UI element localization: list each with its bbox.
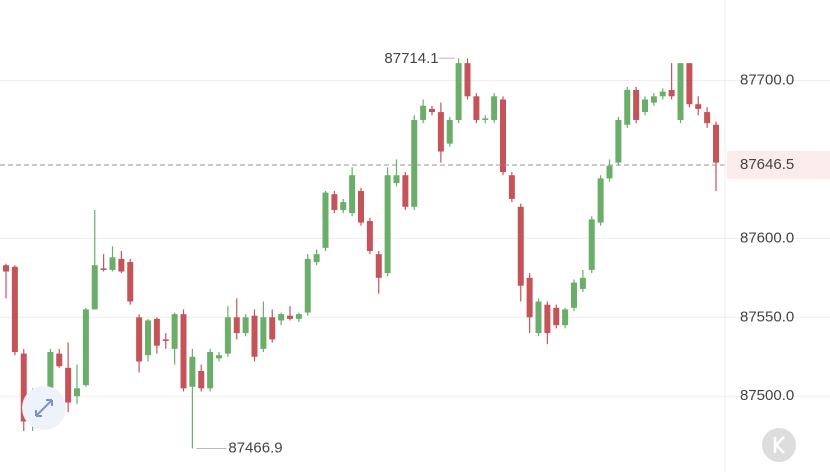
candle-body: [597, 178, 604, 223]
candle-body: [207, 352, 214, 389]
candle-body: [56, 353, 63, 367]
candle-body: [402, 175, 409, 207]
candle-body: [704, 112, 711, 124]
y-tick-label: 87550.0: [740, 308, 794, 325]
candle-body: [65, 367, 72, 403]
candle-body: [544, 304, 551, 334]
candle-body: [695, 104, 702, 109]
y-tick-label: 87500.0: [740, 387, 794, 404]
candle-body: [251, 315, 258, 357]
candle-body: [224, 317, 231, 354]
candle-body: [668, 89, 675, 97]
candle-body: [287, 315, 293, 319]
candle-body: [562, 309, 569, 326]
candle-body: [180, 314, 187, 389]
candle-body: [340, 202, 347, 210]
current-price-label: 87646.5: [740, 156, 794, 173]
candle-body: [331, 194, 338, 210]
candle-body: [633, 89, 640, 120]
candle-body: [118, 258, 125, 272]
candle-body: [491, 96, 498, 120]
candle-body: [659, 91, 666, 97]
candle-body: [393, 175, 400, 184]
y-tick-label: 87600.0: [740, 229, 794, 246]
candle-body: [162, 339, 169, 341]
candle-body: [198, 370, 205, 389]
candle-body: [171, 314, 178, 349]
candle-body: [269, 317, 276, 340]
candle-body: [349, 175, 356, 214]
candle-body: [82, 309, 89, 386]
candle-body: [455, 63, 462, 120]
candle-body: [588, 219, 595, 270]
candle-body: [429, 108, 435, 113]
candle-body: [278, 314, 285, 321]
candle-body: [500, 99, 506, 173]
candle-body: [242, 317, 249, 334]
candle-body: [517, 206, 524, 286]
candle-body: [553, 307, 560, 326]
candle-body: [366, 221, 373, 251]
candle-body: [260, 317, 267, 349]
candle-body: [91, 265, 98, 310]
candle-body: [189, 356, 196, 387]
candle-body: [420, 105, 427, 120]
candle-body: [473, 96, 480, 120]
candle-body: [216, 355, 222, 359]
candle-body: [233, 317, 240, 334]
candle-body: [624, 89, 631, 125]
candle-body: [535, 301, 542, 334]
plot: 87500.0 87550.0 87600.0 87700.0 87646.5 87714…: [0, 50, 830, 456]
max-label: 87714.1: [384, 50, 438, 67]
candle-body: [313, 254, 320, 263]
collapse-button[interactable]: [762, 428, 796, 462]
candle-body: [100, 268, 107, 270]
candle-body: [606, 165, 613, 179]
candle-body: [74, 388, 80, 397]
candle-body: [136, 317, 143, 362]
current-price-box: [727, 150, 830, 179]
candle-body: [47, 352, 54, 389]
candle-body: [295, 314, 302, 319]
candle-body: [375, 254, 382, 278]
candle-body: [127, 262, 134, 302]
candle-body: [109, 257, 116, 270]
candle-body: [304, 258, 311, 313]
candle-body: [677, 63, 684, 120]
collapse-bg: [762, 428, 796, 462]
candle-body: [358, 191, 364, 223]
y-tick-label: 87700.0: [740, 71, 794, 88]
candle-body: [642, 99, 648, 113]
candle-body: [437, 112, 444, 152]
candle-body: [153, 318, 160, 346]
candle-body: [686, 63, 693, 105]
candle-body: [3, 265, 9, 272]
candle-body: [508, 175, 515, 199]
candle-body: [579, 277, 586, 289]
candle-body: [571, 282, 577, 308]
candle-body: [411, 119, 418, 207]
candle-body: [713, 124, 719, 163]
candle-body: [650, 96, 657, 103]
expand-button[interactable]: [22, 386, 66, 430]
collapse-icon: [773, 436, 785, 454]
expand-icon: [35, 399, 53, 417]
candle-body: [615, 119, 622, 163]
candle-body: [464, 63, 471, 97]
candle-body: [482, 118, 489, 120]
candle-body: [526, 277, 533, 318]
candle-body: [11, 266, 18, 353]
candle-body: [384, 175, 391, 274]
candle-body: [322, 192, 329, 248]
candle-body: [20, 353, 27, 422]
candle-body: [145, 320, 151, 356]
min-label: 87466.9: [228, 439, 282, 456]
candle-body: [446, 119, 453, 144]
